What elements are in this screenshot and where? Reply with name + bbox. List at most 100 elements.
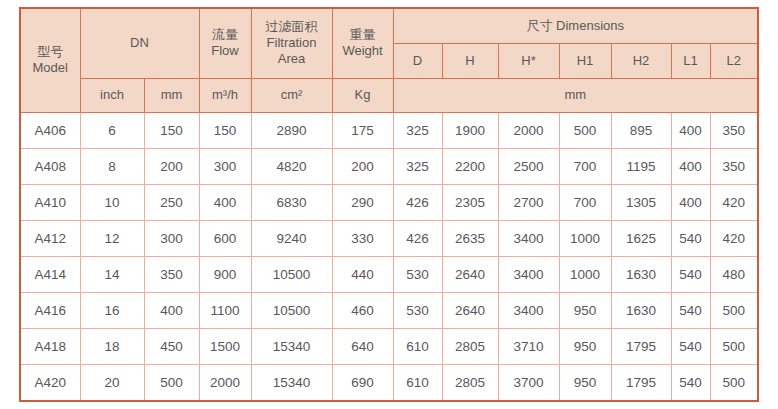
cell: 540 — [671, 364, 710, 401]
cell-model: A412 — [20, 220, 80, 256]
cell: 15340 — [251, 364, 332, 401]
cell: 8 — [80, 148, 144, 184]
cell: 1000 — [559, 256, 611, 292]
cell: 1000 — [559, 220, 611, 256]
header-model: 型号 Model — [20, 8, 80, 112]
cell: 2305 — [442, 184, 498, 220]
cell: 530 — [393, 256, 442, 292]
cell: 530 — [393, 292, 442, 328]
cell: 10500 — [251, 256, 332, 292]
cell: 600 — [199, 220, 251, 256]
cell: 2805 — [442, 328, 498, 364]
header-dn: DN — [80, 8, 199, 78]
spec-table: 型号 Model DN 流量 Flow 过滤面积 Filtration Area… — [19, 7, 759, 402]
cell: 700 — [559, 148, 611, 184]
cell: 420 — [710, 220, 758, 256]
cell-model: A408 — [20, 148, 80, 184]
cell-model: A414 — [20, 256, 80, 292]
cell: 6 — [80, 112, 144, 148]
cell: 426 — [393, 220, 442, 256]
cell: 3400 — [498, 292, 559, 328]
cell: 2500 — [498, 148, 559, 184]
cell-model: A418 — [20, 328, 80, 364]
header-dimensions: 尺寸 Dimensions — [393, 8, 758, 43]
unit-weight: Kg — [332, 78, 393, 112]
header-filtration-en1: Filtration — [252, 35, 332, 51]
cell: 12 — [80, 220, 144, 256]
cell: 14 — [80, 256, 144, 292]
header-flow: 流量 Flow — [199, 8, 251, 78]
cell: 1795 — [611, 328, 671, 364]
page: 型号 Model DN 流量 Flow 过滤面积 Filtration Area… — [0, 0, 778, 409]
cell: 895 — [611, 112, 671, 148]
cell: 2635 — [442, 220, 498, 256]
cell: 325 — [393, 112, 442, 148]
cell: 250 — [144, 184, 199, 220]
cell: 480 — [710, 256, 758, 292]
cell: 950 — [559, 292, 611, 328]
cell: 1625 — [611, 220, 671, 256]
header-dim-h1: H1 — [559, 43, 611, 78]
cell: 3710 — [498, 328, 559, 364]
cell: 300 — [199, 148, 251, 184]
cell: 150 — [144, 112, 199, 148]
header-flow-en: Flow — [200, 43, 251, 59]
cell: 325 — [393, 148, 442, 184]
unit-dims-mm: mm — [393, 78, 758, 112]
unit-flow: m³/h — [199, 78, 251, 112]
cell: 6830 — [251, 184, 332, 220]
cell: 540 — [671, 220, 710, 256]
cell: 16 — [80, 292, 144, 328]
cell: 3700 — [498, 364, 559, 401]
header-dim-l2: L2 — [710, 43, 758, 78]
cell: 950 — [559, 328, 611, 364]
header-model-zh: 型号 — [21, 44, 80, 60]
cell: 200 — [332, 148, 393, 184]
cell: 540 — [671, 328, 710, 364]
header-dim-d: D — [393, 43, 442, 78]
cell: 18 — [80, 328, 144, 364]
cell: 1795 — [611, 364, 671, 401]
cell: 426 — [393, 184, 442, 220]
cell: 2700 — [498, 184, 559, 220]
cell: 9240 — [251, 220, 332, 256]
table-row: A408 8 200 300 4820 200 325 2200 2500 70… — [20, 148, 758, 184]
unit-inch: inch — [80, 78, 144, 112]
table-row: A420 20 500 2000 15340 690 610 2805 3700… — [20, 364, 758, 401]
cell: 3400 — [498, 220, 559, 256]
header-weight: 重量 Weight — [332, 8, 393, 78]
cell: 2000 — [199, 364, 251, 401]
table-row: A414 14 350 900 10500 440 530 2640 3400 … — [20, 256, 758, 292]
header-dim-hstar: H* — [498, 43, 559, 78]
cell: 400 — [199, 184, 251, 220]
unit-area: cm² — [251, 78, 332, 112]
cell: 350 — [710, 112, 758, 148]
cell-model: A410 — [20, 184, 80, 220]
table-row: A412 12 300 600 9240 330 426 2635 3400 1… — [20, 220, 758, 256]
cell: 20 — [80, 364, 144, 401]
unit-mm: mm — [144, 78, 199, 112]
cell: 350 — [144, 256, 199, 292]
cell: 2890 — [251, 112, 332, 148]
cell: 500 — [710, 364, 758, 401]
header-model-en: Model — [21, 60, 80, 76]
header-flow-zh: 流量 — [200, 27, 251, 43]
cell: 10 — [80, 184, 144, 220]
table-row: A416 16 400 1100 10500 460 530 2640 3400… — [20, 292, 758, 328]
cell: 640 — [332, 328, 393, 364]
cell: 420 — [710, 184, 758, 220]
cell: 400 — [671, 148, 710, 184]
cell: 2640 — [442, 292, 498, 328]
cell: 175 — [332, 112, 393, 148]
cell: 2000 — [498, 112, 559, 148]
cell: 500 — [559, 112, 611, 148]
cell: 1195 — [611, 148, 671, 184]
cell: 440 — [332, 256, 393, 292]
cell-model: A416 — [20, 292, 80, 328]
header-row-1: 型号 Model DN 流量 Flow 过滤面积 Filtration Area… — [20, 8, 758, 43]
cell: 950 — [559, 364, 611, 401]
table-row: A410 10 250 400 6830 290 426 2305 2700 7… — [20, 184, 758, 220]
cell: 1305 — [611, 184, 671, 220]
cell: 1630 — [611, 292, 671, 328]
header-filtration-area: 过滤面积 Filtration Area — [251, 8, 332, 78]
